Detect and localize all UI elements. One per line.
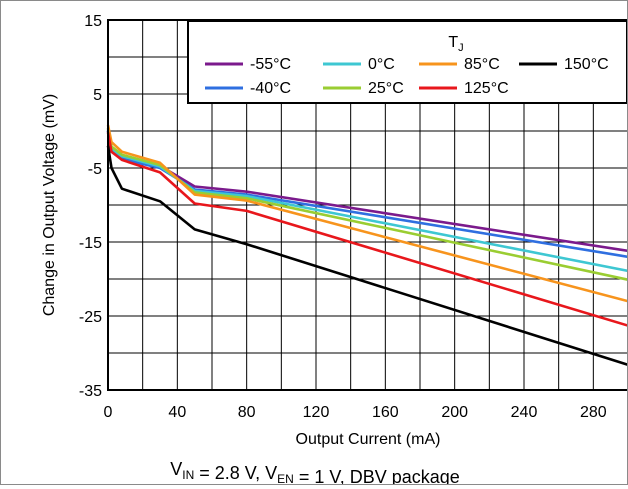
y-tick-label: 15 — [84, 13, 102, 30]
x-tick-label: 40 — [168, 404, 186, 421]
y-tick-label: -25 — [79, 309, 102, 326]
legend-label: 0°C — [368, 56, 395, 73]
y-axis-ticks: 15 5 -5 -15 -25 -35 — [79, 13, 102, 400]
legend-label: 150°C — [564, 56, 609, 73]
legend-title: TJ — [448, 34, 463, 54]
x-axis-label: Output Current (mA) — [296, 431, 441, 448]
x-tick-label: 120 — [303, 404, 330, 421]
x-axis-ticks: 0 40 80 120 160 200 240 280 — [104, 404, 607, 421]
x-tick-label: 160 — [372, 404, 399, 421]
x-tick-label: 0 — [104, 404, 113, 421]
series-line — [106, 127, 628, 281]
y-tick-label: 5 — [93, 87, 102, 104]
x-tick-label: 80 — [238, 404, 256, 421]
y-axis-label: Change in Output Voltage (mV) — [41, 94, 58, 316]
y-tick-label: -35 — [79, 383, 102, 400]
legend-box — [187, 20, 628, 104]
legend-label: -55°C — [250, 56, 291, 73]
series-line — [106, 124, 628, 303]
series-line — [106, 132, 628, 327]
legend-label: -40°C — [250, 80, 291, 97]
x-tick-label: 200 — [441, 404, 468, 421]
y-tick-label: -5 — [88, 161, 102, 178]
series-line — [106, 129, 628, 273]
y-tick-label: -15 — [79, 235, 102, 252]
legend-label: 125°C — [464, 80, 509, 97]
legend-label: 25°C — [368, 80, 404, 97]
chart-caption: VIN = 2.8 V, VEN = 1 V, DBV package — [170, 459, 460, 484]
series-line — [106, 145, 628, 367]
legend-label: 85°C — [464, 56, 500, 73]
series-lines — [106, 124, 628, 367]
x-tick-label: 280 — [580, 404, 607, 421]
legend: TJ -55°C 0°C 85°C 150°C -40°C 25°C 125°C — [187, 20, 628, 104]
x-tick-label: 240 — [511, 404, 538, 421]
